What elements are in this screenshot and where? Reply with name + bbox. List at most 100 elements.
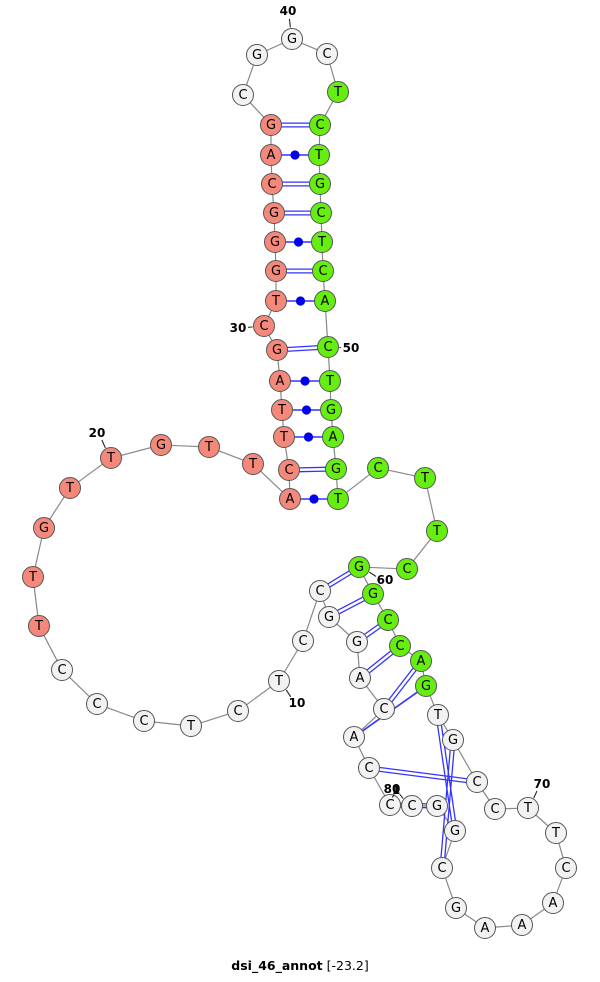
base-node[interactable]: A <box>314 290 336 312</box>
base-node[interactable]: C <box>133 710 155 732</box>
base-node[interactable]: A <box>474 917 496 939</box>
base-circle[interactable] <box>100 447 122 469</box>
base-node[interactable]: T <box>517 797 539 819</box>
base-circle[interactable] <box>263 202 285 224</box>
base-circle[interactable] <box>309 114 331 136</box>
base-circle[interactable] <box>265 290 287 312</box>
base-node[interactable]: G <box>348 556 370 578</box>
base-node[interactable]: C <box>373 698 395 720</box>
base-circle[interactable] <box>312 260 334 282</box>
base-node[interactable]: G <box>325 458 347 480</box>
base-node[interactable]: C <box>555 857 577 879</box>
base-circle[interactable] <box>242 453 264 475</box>
base-node[interactable]: A <box>269 370 291 392</box>
base-circle[interactable] <box>86 693 108 715</box>
base-node[interactable]: A <box>349 667 371 689</box>
base-node[interactable]: G <box>442 729 464 751</box>
base-circle[interactable] <box>261 173 283 195</box>
base-node[interactable]: C <box>396 558 418 580</box>
base-node[interactable]: A <box>322 426 344 448</box>
base-node[interactable]: C <box>316 43 338 65</box>
base-circle[interactable] <box>484 798 506 820</box>
base-circle[interactable] <box>410 650 432 672</box>
base-circle[interactable] <box>349 667 371 689</box>
base-node[interactable]: C <box>278 459 300 481</box>
base-circle[interactable] <box>358 757 380 779</box>
base-circle[interactable] <box>227 700 249 722</box>
base-circle[interactable] <box>253 315 275 337</box>
base-node[interactable]: C <box>358 757 380 779</box>
base-node[interactable]: T <box>22 566 44 588</box>
base-circle[interactable] <box>426 795 448 817</box>
base-node[interactable]: T <box>271 399 293 421</box>
base-circle[interactable] <box>266 339 288 361</box>
base-circle[interactable] <box>426 520 448 542</box>
base-circle[interactable] <box>273 426 295 448</box>
base-node[interactable]: A <box>511 914 533 936</box>
base-circle[interactable] <box>373 698 395 720</box>
base-circle[interactable] <box>343 726 365 748</box>
base-node[interactable]: C <box>309 580 331 602</box>
base-node[interactable]: T <box>426 520 448 542</box>
base-circle[interactable] <box>246 44 268 66</box>
base-node[interactable]: G <box>263 202 285 224</box>
base-circle[interactable] <box>362 583 384 605</box>
base-node[interactable]: T <box>327 81 349 103</box>
base-node[interactable]: G <box>415 675 437 697</box>
base-circle[interactable] <box>232 84 254 106</box>
base-node[interactable]: G <box>281 28 303 50</box>
base-circle[interactable] <box>377 609 399 631</box>
base-circle[interactable] <box>265 260 287 282</box>
base-circle[interactable] <box>28 615 50 637</box>
base-circle[interactable] <box>292 630 314 652</box>
base-circle[interactable] <box>431 857 453 879</box>
base-node[interactable]: T <box>319 370 341 392</box>
base-circle[interactable] <box>445 897 467 919</box>
base-circle[interactable] <box>309 173 331 195</box>
base-circle[interactable] <box>348 556 370 578</box>
base-node[interactable]: C <box>312 260 334 282</box>
base-circle[interactable] <box>271 399 293 421</box>
base-node[interactable]: G <box>426 795 448 817</box>
base-circle[interactable] <box>198 436 220 458</box>
base-node[interactable]: T <box>198 436 220 458</box>
base-node[interactable]: C <box>317 336 339 358</box>
base-node[interactable]: T <box>268 670 290 692</box>
base-node[interactable]: C <box>227 700 249 722</box>
base-circle[interactable] <box>545 822 567 844</box>
base-circle[interactable] <box>511 914 533 936</box>
base-node[interactable]: G <box>264 231 286 253</box>
base-circle[interactable] <box>308 144 330 166</box>
base-node[interactable]: T <box>327 488 349 510</box>
base-node[interactable]: T <box>311 231 333 253</box>
base-circle[interactable] <box>260 114 282 136</box>
base-circle[interactable] <box>316 43 338 65</box>
base-node[interactable]: A <box>542 892 564 914</box>
base-node[interactable]: T <box>273 426 295 448</box>
base-node[interactable]: G <box>362 583 384 605</box>
base-circle[interactable] <box>319 370 341 392</box>
base-node[interactable]: T <box>427 704 449 726</box>
base-node[interactable]: C <box>309 114 331 136</box>
base-circle[interactable] <box>269 370 291 392</box>
base-circle[interactable] <box>318 606 340 628</box>
base-circle[interactable] <box>396 558 418 580</box>
base-circle[interactable] <box>401 795 423 817</box>
base-circle[interactable] <box>260 144 282 166</box>
base-circle[interactable] <box>309 580 331 602</box>
base-circle[interactable] <box>414 467 436 489</box>
base-circle[interactable] <box>474 917 496 939</box>
base-circle[interactable] <box>327 488 349 510</box>
base-circle[interactable] <box>51 659 73 681</box>
base-circle[interactable] <box>517 797 539 819</box>
base-node[interactable]: A <box>279 488 301 510</box>
base-node[interactable]: T <box>28 615 50 637</box>
base-node[interactable]: C <box>466 771 488 793</box>
base-node[interactable]: T <box>414 467 436 489</box>
base-circle[interactable] <box>327 81 349 103</box>
base-circle[interactable] <box>427 704 449 726</box>
base-circle[interactable] <box>264 231 286 253</box>
base-node[interactable]: C <box>51 659 73 681</box>
base-circle[interactable] <box>268 670 290 692</box>
base-node[interactable]: T <box>265 290 287 312</box>
